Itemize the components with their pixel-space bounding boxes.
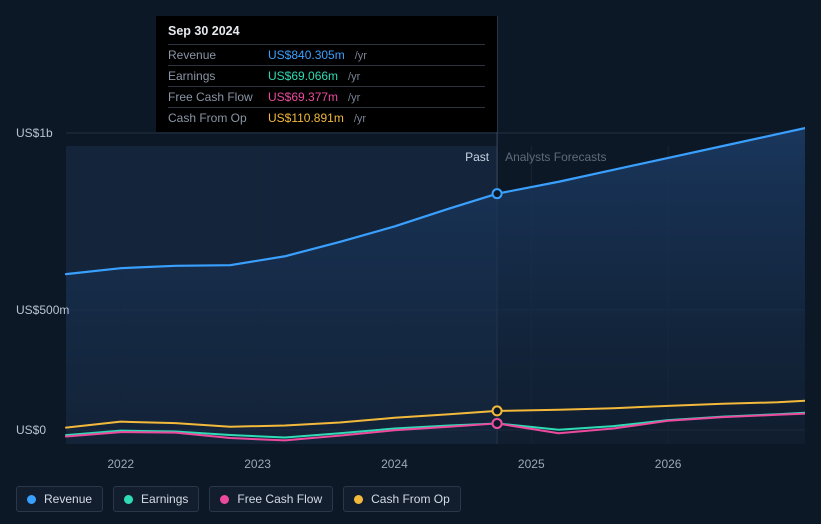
y-axis-label: US$500m [16, 303, 69, 317]
x-axis-label: 2024 [381, 457, 408, 471]
tooltip-metric-value: US$69.066m [268, 69, 338, 83]
tooltip-metric-value: US$840.305m [268, 48, 345, 62]
x-axis-label: 2026 [655, 457, 682, 471]
tooltip-metric-value: US$110.891m [268, 111, 344, 125]
tooltip-metric-value: US$69.377m [268, 90, 338, 104]
legend-item-free_cash_flow[interactable]: Free Cash Flow [209, 486, 333, 512]
tooltip-unit: /yr [354, 113, 366, 125]
legend-item-earnings[interactable]: Earnings [113, 486, 199, 512]
legend-label: Earnings [141, 492, 188, 506]
x-axis-label: 2022 [107, 457, 134, 471]
legend-item-revenue[interactable]: Revenue [16, 486, 103, 512]
section-label-past: Past [465, 150, 489, 164]
tooltip-row: Free Cash Flow US$69.377m/yr [168, 86, 485, 107]
tooltip-metric-label: Earnings [168, 69, 260, 83]
tooltip-unit: /yr [348, 92, 360, 104]
tooltip-unit: /yr [348, 71, 360, 83]
tooltip-row: Revenue US$840.305m/yr [168, 44, 485, 65]
legend-label: Revenue [44, 492, 92, 506]
x-axis-label: 2025 [518, 457, 545, 471]
legend-label: Free Cash Flow [237, 492, 322, 506]
y-axis-label: US$0 [16, 423, 46, 437]
tooltip-row: Earnings US$69.066m/yr [168, 65, 485, 86]
tooltip-date: Sep 30 2024 [168, 24, 485, 44]
tooltip-row: Cash From Op US$110.891m/yr [168, 107, 485, 128]
legend-swatch [354, 495, 363, 504]
y-axis-label: US$1b [16, 126, 53, 140]
tooltip-metric-label: Free Cash Flow [168, 90, 260, 104]
chart-tooltip: Sep 30 2024 RevenueUS$840.305m/yrEarning… [156, 16, 497, 132]
legend-swatch [27, 495, 36, 504]
tooltip-metric-label: Cash From Op [168, 111, 260, 125]
tooltip-unit: /yr [355, 50, 367, 62]
section-label-forecast: Analysts Forecasts [505, 150, 606, 164]
legend-swatch [124, 495, 133, 504]
legend-item-cash_from_op[interactable]: Cash From Op [343, 486, 461, 512]
legend-label: Cash From Op [371, 492, 450, 506]
chart-legend: Revenue Earnings Free Cash Flow Cash From O… [16, 486, 461, 512]
legend-swatch [220, 495, 229, 504]
tooltip-metric-label: Revenue [168, 48, 260, 62]
x-axis-label: 2023 [244, 457, 271, 471]
chart-container: Sep 30 2024 RevenueUS$840.305m/yrEarning… [16, 0, 805, 524]
